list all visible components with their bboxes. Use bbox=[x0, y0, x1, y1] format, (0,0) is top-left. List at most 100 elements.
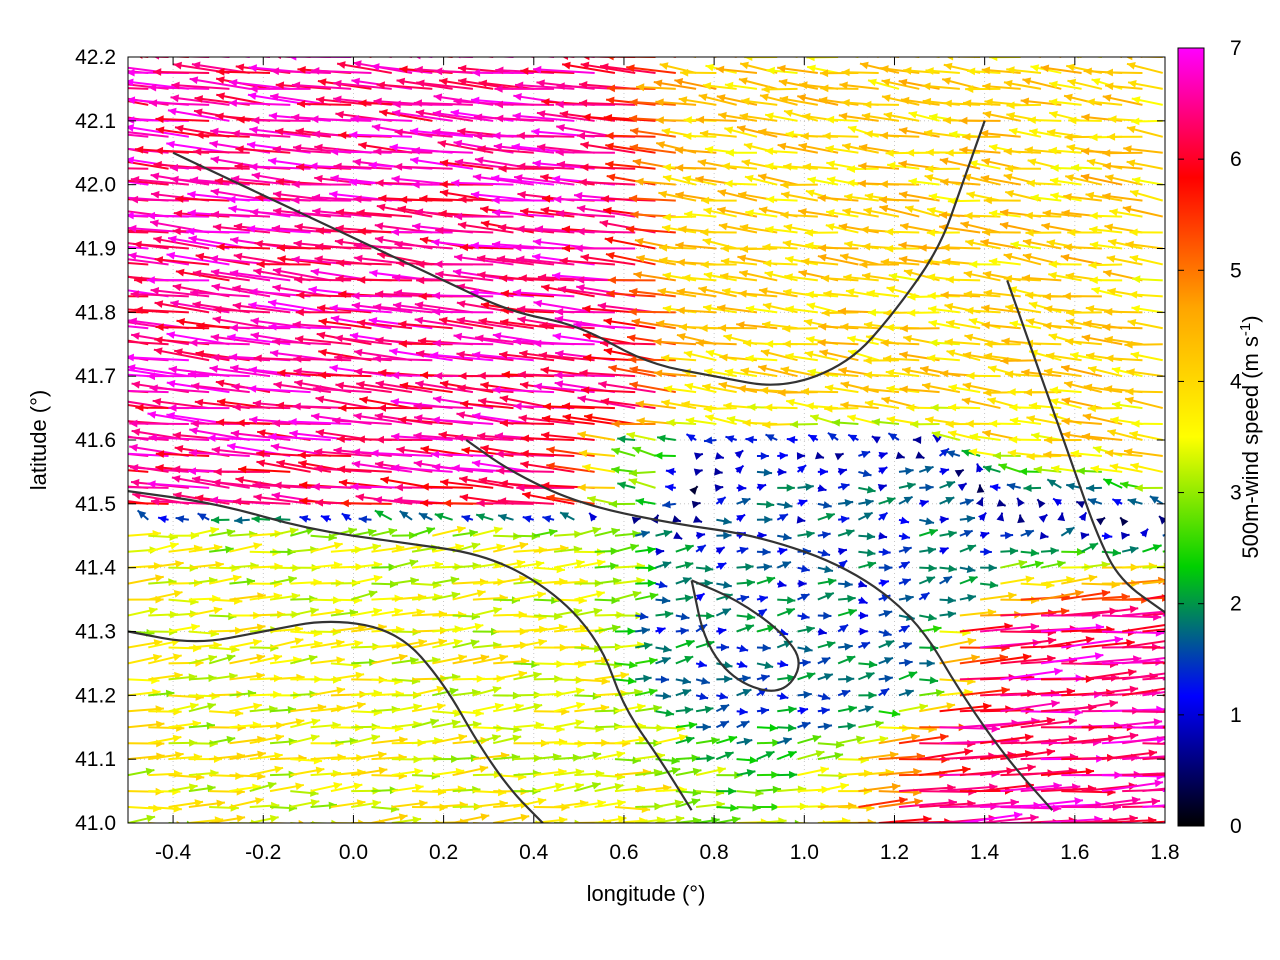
wind-vector-head bbox=[128, 211, 134, 220]
wind-vector-head bbox=[248, 366, 258, 374]
wind-vector-head bbox=[658, 580, 668, 589]
wind-vector-head bbox=[1125, 396, 1134, 405]
wind-vector-head bbox=[533, 299, 543, 308]
wind-vector-head bbox=[413, 99, 422, 107]
wind-vector-head bbox=[632, 158, 642, 167]
wind-vector-head bbox=[329, 364, 338, 373]
wind-vector bbox=[148, 436, 210, 441]
wind-vector-head bbox=[746, 578, 755, 587]
wind-vector bbox=[394, 242, 453, 250]
wind-vector-head bbox=[889, 751, 899, 759]
wind-vector-head bbox=[419, 236, 429, 245]
wind-vector-head bbox=[499, 351, 508, 359]
wind-vector-head bbox=[226, 654, 236, 662]
wind-vector-head bbox=[580, 141, 589, 150]
wind-vector-head bbox=[269, 814, 279, 823]
wind-vector-head bbox=[351, 302, 361, 310]
wind-vector-head bbox=[1078, 512, 1087, 522]
wind-vector-head bbox=[779, 95, 789, 104]
wind-vector-head bbox=[474, 132, 483, 140]
wind-vector-head bbox=[293, 144, 302, 152]
wind-vector-head bbox=[661, 596, 671, 605]
wind-vector bbox=[313, 450, 372, 457]
wind-vector-head bbox=[596, 559, 606, 567]
wind-vector-head bbox=[438, 431, 447, 439]
wind-vector bbox=[1000, 718, 1056, 729]
wind-vector-head bbox=[187, 467, 196, 476]
wind-vector-head bbox=[1131, 96, 1141, 104]
wind-vector-head bbox=[168, 404, 177, 412]
wind-vector-head bbox=[1108, 115, 1117, 124]
wind-vector-head bbox=[438, 610, 447, 618]
wind-vector-head bbox=[230, 236, 239, 245]
wind-vector-head bbox=[394, 240, 403, 249]
wind-vector bbox=[581, 388, 636, 394]
wind-vector-head bbox=[706, 611, 715, 620]
wind-vector-head bbox=[396, 77, 406, 86]
wind-vector-head bbox=[520, 449, 529, 458]
wind-vector-head bbox=[256, 459, 266, 468]
wind-vector-head bbox=[1010, 241, 1019, 249]
wind-vector bbox=[1061, 628, 1115, 633]
wind-vector-head bbox=[1003, 79, 1013, 88]
wind-vector-head bbox=[817, 194, 826, 202]
wind-vector-head bbox=[169, 163, 178, 172]
wind-vector-head bbox=[353, 60, 362, 68]
wind-vector-head bbox=[946, 319, 955, 328]
wind-vector-head bbox=[537, 797, 547, 806]
wind-vector-head bbox=[918, 244, 927, 252]
wind-vector-head bbox=[475, 334, 484, 343]
wind-vector-head bbox=[739, 112, 749, 121]
wind-vector-head bbox=[924, 174, 934, 182]
wind-vector bbox=[414, 303, 474, 314]
wind-vector-head bbox=[657, 434, 666, 443]
wind-vector-head bbox=[823, 501, 832, 509]
wind-vector-head bbox=[819, 349, 829, 357]
wind-vector-head bbox=[248, 385, 257, 393]
wind-vector-head bbox=[1006, 101, 1015, 110]
wind-vector-head bbox=[95, 481, 103, 489]
wind-vector-head bbox=[965, 239, 974, 247]
wind-vector-head bbox=[372, 354, 382, 363]
wind-vector-head bbox=[131, 380, 141, 389]
wind-vector-head bbox=[335, 208, 345, 217]
wind-vector bbox=[604, 237, 656, 250]
wind-vector-head bbox=[1020, 97, 1030, 106]
wind-vector-head bbox=[357, 276, 366, 284]
wind-vector-head bbox=[256, 623, 266, 632]
wind-vector-head bbox=[555, 782, 564, 791]
wind-vector-head bbox=[954, 469, 964, 478]
wind-vector-head bbox=[190, 419, 199, 428]
wind-vector-head bbox=[165, 689, 175, 698]
wind-vector-head bbox=[723, 334, 733, 342]
wind-vector-head bbox=[840, 401, 849, 410]
wind-vector-head bbox=[1083, 319, 1092, 328]
wind-vector-head bbox=[1003, 274, 1012, 283]
wind-vector-head bbox=[195, 693, 204, 701]
wind-vector-head bbox=[335, 274, 344, 283]
wind-vector bbox=[154, 258, 210, 266]
wind-vector-head bbox=[1124, 340, 1133, 349]
wind-vector-head bbox=[1125, 240, 1134, 249]
wind-vector-head bbox=[647, 579, 656, 588]
wind-vector-head bbox=[150, 287, 160, 295]
wind-vector-head bbox=[574, 244, 583, 253]
wind-vector-head bbox=[662, 224, 671, 233]
wind-vector-head bbox=[336, 686, 346, 695]
wind-vector-head bbox=[458, 733, 467, 742]
wind-vector-head bbox=[786, 398, 795, 407]
wind-vector-head bbox=[804, 350, 814, 359]
wind-vector-head bbox=[885, 323, 894, 332]
wind-vector-head bbox=[1025, 318, 1035, 326]
wind-vector-head bbox=[212, 316, 222, 324]
wind-vector-head bbox=[611, 527, 620, 536]
wind-vector bbox=[562, 415, 616, 426]
wind-vector bbox=[1000, 750, 1056, 761]
wind-vector-head bbox=[226, 528, 236, 537]
wind-vector-head bbox=[783, 162, 792, 171]
wind-vector bbox=[1040, 787, 1097, 793]
wind-vector-head bbox=[391, 371, 400, 380]
wind-vector-head bbox=[175, 560, 184, 568]
wind-vector-head bbox=[234, 516, 243, 525]
wind-vector-head bbox=[540, 206, 550, 215]
